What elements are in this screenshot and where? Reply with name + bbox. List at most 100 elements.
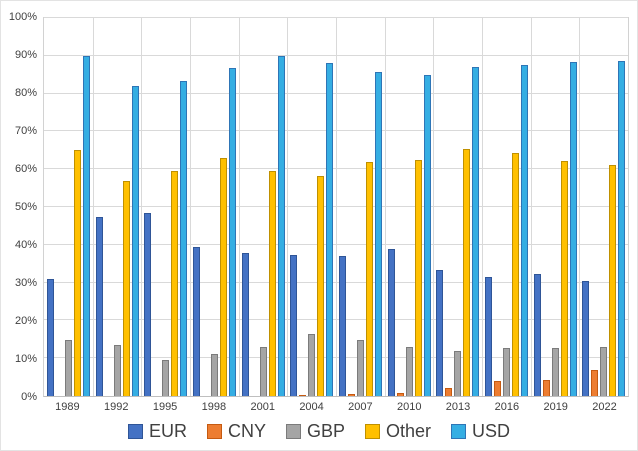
v-gridline: [190, 18, 191, 396]
bar-eur-2016: [484, 277, 492, 396]
bar-gbp-1989: [64, 340, 72, 396]
bar-usd-2022: [618, 61, 626, 396]
bar-usd-2004: [326, 63, 334, 396]
legend-swatch-gbp: [285, 424, 301, 439]
bar-gbp-2004: [308, 333, 316, 396]
y-axis-tick-label: 20%: [14, 315, 37, 327]
bar-cny-2004: [299, 395, 307, 396]
bar-eur-2019: [533, 273, 541, 396]
bar-gbp-1998: [210, 354, 218, 396]
h-gridline: [44, 17, 628, 18]
bar-gbp-2019: [551, 347, 559, 396]
legend-swatch-usd: [451, 424, 467, 439]
x-axis-tick-label: 2007: [348, 401, 373, 413]
bar-other-2022: [609, 165, 617, 396]
bar-other-2001: [268, 171, 276, 396]
bar-eur-2001: [241, 252, 249, 396]
legend-swatch-cny: [206, 424, 222, 439]
bar-groups: [44, 18, 628, 396]
bar-group-2001: [239, 18, 288, 396]
bar-eur-1998: [192, 246, 200, 396]
bar-group-1989: [44, 18, 93, 396]
v-gridline: [530, 18, 532, 396]
bar-eur-1992: [95, 216, 103, 396]
x-axis-tick-label: 1995: [152, 401, 178, 413]
bar-eur-2013: [436, 269, 444, 396]
v-gridline: [287, 18, 289, 396]
legend-item-usd: USD: [451, 421, 510, 442]
x-axis-tick-label: 2019: [543, 401, 568, 413]
bar-group-2004: [287, 18, 336, 396]
bar-group-2010: [385, 18, 434, 396]
legend-label-gbp: GBP: [306, 421, 345, 441]
bar-group-1995: [141, 18, 190, 396]
y-axis-tick-label: 0%: [21, 391, 37, 403]
legend-item-gbp: GBP: [285, 421, 345, 442]
x-axis: 1989 1992 1995 1998 2001 2004 2007 2010 2013 2016…: [43, 401, 629, 413]
bar-other-2016: [511, 153, 519, 396]
bar-group-1998: [190, 18, 239, 396]
bar-cny-2013: [445, 387, 453, 396]
bar-group-2007: [336, 18, 385, 396]
bar-other-2010: [414, 160, 422, 396]
bar-group-1992: [93, 18, 142, 396]
legend-swatch-other: [365, 424, 380, 439]
bar-usd-1998: [228, 67, 236, 396]
x-axis-tick-label: 2013: [445, 401, 471, 413]
legend-label-eur: EUR: [148, 421, 187, 441]
x-axis-tick-label: 1992: [104, 401, 129, 413]
x-axis-tick-label: 2016: [494, 401, 520, 413]
bar-eur-2004: [290, 254, 298, 396]
y-axis-tick-label: 10%: [14, 353, 37, 365]
bar-usd-2007: [374, 72, 382, 396]
bar-gbp-1992: [113, 344, 121, 396]
legend-item-eur: EUR: [127, 421, 187, 442]
bar-usd-2019: [569, 62, 577, 396]
bar-other-2004: [317, 176, 325, 396]
bar-gbp-2001: [259, 346, 267, 396]
bar-other-1992: [122, 180, 130, 396]
x-axis-tick-label: 2010: [396, 401, 422, 413]
x-axis-tick-label: 2001: [250, 401, 275, 413]
bar-eur-2007: [338, 256, 346, 396]
legend-label-usd: USD: [472, 421, 511, 441]
bar-other-2019: [560, 160, 568, 396]
v-gridline: [433, 18, 435, 396]
bar-group-2022: [579, 18, 628, 396]
bar-usd-1989: [82, 55, 90, 396]
y-axis-tick-label: 40%: [14, 239, 37, 251]
v-gridline: [238, 18, 240, 396]
bar-gbp-2010: [405, 347, 413, 396]
bar-cny-2019: [542, 379, 550, 396]
v-gridline: [92, 18, 94, 396]
bar-eur-2022: [582, 280, 590, 396]
bar-gbp-2013: [454, 351, 462, 396]
x-axis-tick-label: 2004: [299, 401, 324, 413]
v-gridline: [141, 18, 143, 396]
bar-other-1998: [219, 157, 227, 396]
bar-cny-2022: [591, 369, 599, 396]
v-gridline: [336, 18, 337, 396]
y-axis-tick-label: 90%: [14, 49, 37, 61]
bar-group-2016: [482, 18, 531, 396]
y-axis-tick-label: 70%: [14, 125, 37, 137]
y-axis-tick-label: 60%: [14, 163, 37, 175]
bar-eur-1995: [144, 213, 152, 396]
y-axis-tick-label: 100%: [8, 11, 37, 23]
bar-cny-2016: [493, 380, 501, 396]
legend-item-cny: CNY: [206, 421, 266, 442]
plot-area: [43, 17, 629, 397]
bar-gbp-2016: [502, 347, 510, 396]
bar-cny-2010: [396, 392, 404, 396]
y-axis-tick-label: 50%: [14, 201, 37, 213]
bar-gbp-1995: [162, 360, 170, 396]
bar-usd-2013: [472, 67, 480, 396]
v-gridline: [482, 18, 483, 396]
bar-usd-1992: [131, 86, 139, 396]
legend-item-other: Other: [365, 421, 431, 442]
bar-usd-2001: [277, 56, 285, 396]
y-axis-tick-label: 30%: [14, 277, 37, 289]
x-axis-tick-label: 1998: [201, 401, 227, 413]
bar-other-1995: [171, 171, 179, 396]
